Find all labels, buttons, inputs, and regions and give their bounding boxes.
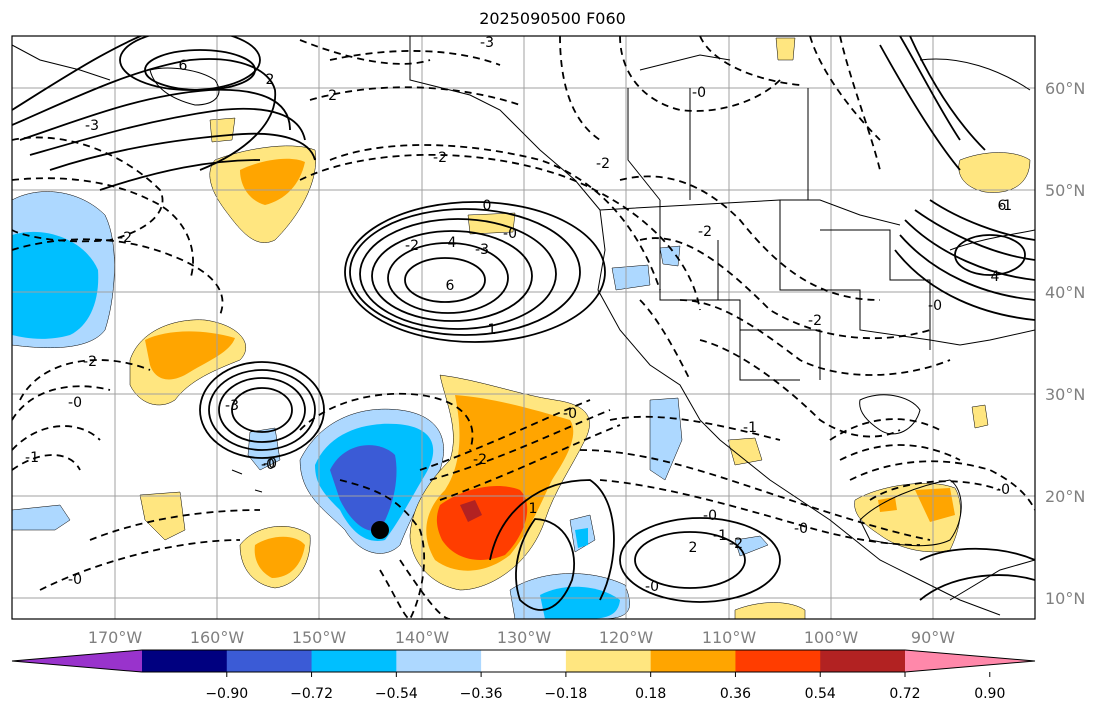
colorbar-tick-label: 0.18: [635, 686, 666, 702]
contour-label: 0: [483, 198, 492, 214]
contour-label: 1: [529, 501, 538, 517]
contour-label: -2: [698, 224, 712, 240]
contour-label: -2: [596, 156, 610, 172]
contour-label: 4: [448, 235, 457, 251]
contour-label: -2: [729, 536, 743, 552]
colorbar-tick-label: −0.54: [375, 686, 418, 702]
lon-label: 160°W: [190, 628, 245, 647]
contour-label: -0: [261, 457, 275, 473]
colorbar-tick-label: −0.72: [290, 686, 333, 702]
contour-label: 4: [991, 269, 1000, 285]
contour-label: -1: [998, 198, 1012, 214]
colorbar-tick-label: 0.36: [720, 686, 751, 702]
contour-label: -3: [480, 35, 494, 51]
contour-label: -3: [85, 118, 99, 134]
colorbar-tick-label: 0.54: [805, 686, 836, 702]
colorbar-swatch: [820, 650, 906, 672]
colorbar-swatch: [311, 650, 397, 672]
colorbar-swatch: [650, 650, 736, 672]
contour-label: -0: [794, 521, 808, 537]
contour-label: 2: [266, 72, 275, 88]
lon-label: 170°W: [88, 628, 143, 647]
contour-label: -0: [68, 395, 82, 411]
colorbar-tick-label: −0.90: [205, 686, 248, 702]
contour-label: -2: [808, 313, 822, 329]
colorbar-outline: [11, 649, 1036, 673]
lat-label: 10°N: [1045, 589, 1085, 608]
contour-label: 6: [998, 198, 1007, 214]
lat-label: 30°N: [1045, 385, 1085, 404]
contour-label: 6: [446, 278, 455, 294]
contour-label: -2: [83, 354, 97, 370]
storm-center-marker: [371, 521, 389, 539]
contours-dashed: [12, 36, 1035, 619]
contour-label: 2: [689, 540, 698, 556]
lon-label: 90°W: [911, 628, 955, 647]
lon-label: 110°W: [702, 628, 757, 647]
contour-label: -1: [25, 450, 39, 466]
lat-label: 60°N: [1045, 79, 1085, 98]
colorbar-swatch: [396, 650, 482, 672]
negative-anomaly-west-core: [12, 231, 99, 339]
contour-label: -2: [473, 452, 487, 468]
lat-label: 40°N: [1045, 283, 1085, 302]
contour-label: -3: [225, 398, 239, 414]
contours: [12, 36, 1035, 611]
contour-label: -0: [692, 85, 706, 101]
colorbar-swatch: [565, 650, 652, 672]
lon-label: 140°W: [395, 628, 450, 647]
colorbar-tick-label: 0.90: [974, 686, 1005, 702]
gridlines: [12, 36, 1035, 619]
contour-label: -2: [323, 88, 337, 104]
contour-label: 1: [488, 322, 497, 338]
contour-label: -1: [743, 420, 757, 436]
contour-label: -0: [563, 406, 577, 422]
contour-label: -3: [475, 242, 489, 258]
lon-label: 120°W: [599, 628, 654, 647]
contour-label: -0: [703, 508, 717, 524]
contour-label: -2: [405, 238, 419, 254]
contour-label: -2: [433, 150, 447, 166]
colorbar-tick-label: −0.36: [460, 686, 503, 702]
lat-label: 50°N: [1045, 181, 1085, 200]
lat-label: 20°N: [1045, 487, 1085, 506]
contour-label: -0: [645, 579, 659, 595]
contour-label: -0: [263, 456, 277, 472]
contour-label: -0: [996, 482, 1010, 498]
map-border: [11, 35, 1036, 620]
colorbar-tick-label: 0.72: [889, 686, 920, 702]
longitude-labels: 170°W 160°W 150°W 140°W 130°W 120°W 110°…: [88, 628, 955, 647]
colorbar-swatch: [226, 650, 313, 672]
contour-labels: -362-2-3-2-0-2046-31-2-2-0-3-1-0-21-0-1-…: [25, 35, 1012, 595]
colorbar-swatch: [481, 650, 567, 672]
lon-label: 150°W: [292, 628, 347, 647]
lon-label: 130°W: [497, 628, 552, 647]
anomaly-fills: [12, 37, 1031, 619]
contour-label: 6: [179, 58, 188, 74]
colorbar-extend-min: [12, 650, 142, 672]
colorbar: −0.90 −0.72 −0.54 −0.36 −0.18 0.18 0.36 0.54 0.7…: [11, 649, 1036, 702]
map-title: 2025090500 F060: [479, 9, 626, 28]
colorbar-swatch: [735, 650, 821, 672]
contour-label: -1: [713, 528, 727, 544]
colorbar-extend-max: [905, 650, 1035, 672]
contour-label: -0: [503, 226, 517, 242]
latitude-labels: 60°N 50°N 40°N 30°N 20°N 10°N: [1045, 79, 1085, 608]
coastlines: [12, 36, 1035, 616]
contour-label: -0: [928, 298, 942, 314]
colorbar-swatch: [142, 650, 228, 672]
lon-label: 100°W: [804, 628, 859, 647]
contour-label: -0: [68, 572, 82, 588]
colorbar-tick-label: −0.18: [544, 686, 587, 702]
contour-label: -2: [118, 230, 132, 246]
